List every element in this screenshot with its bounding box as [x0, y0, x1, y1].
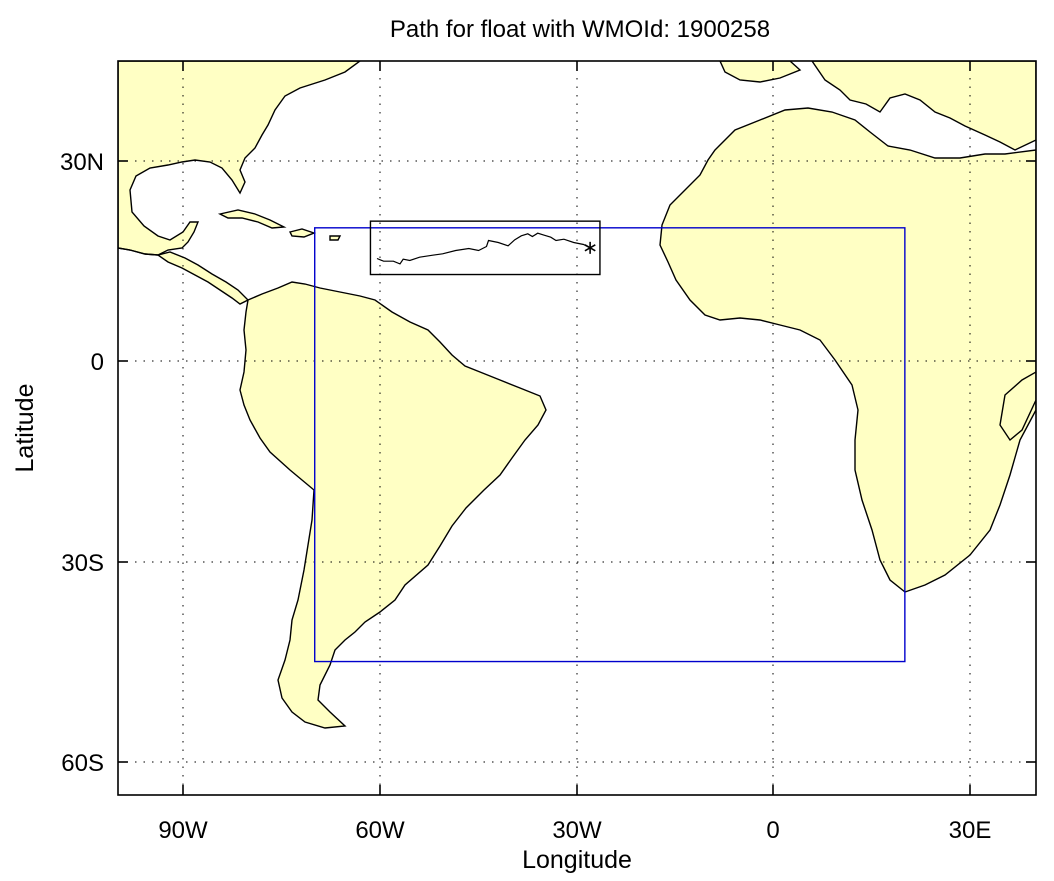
x-tick-label-30w: 30W: [552, 817, 602, 844]
float-track-line: [376, 232, 591, 265]
x-tick-label-30e: 30E: [949, 817, 992, 844]
x-tick-label-0: 0: [766, 817, 779, 844]
grid-lines: [118, 61, 1036, 795]
float-start-asterisk-icon: [584, 241, 596, 254]
x-tick-label-90w: 90W: [158, 817, 208, 844]
x-axis-label: Longitude: [522, 846, 632, 874]
europe-land: [811, 61, 1036, 151]
cuba-island: [217, 209, 287, 229]
map-title: Path for float with WMOId: 1900258: [390, 16, 770, 43]
asterisk-stroke: [584, 244, 596, 252]
central-america-land: [118, 247, 250, 305]
north-america-land: [118, 61, 362, 256]
x-tick-label-60w: 60W: [355, 817, 405, 844]
africa-land: [659, 107, 1036, 593]
track-box: [369, 220, 601, 276]
y-tick-label-0: 0: [91, 349, 104, 376]
y-tick-label-30n: 30N: [60, 149, 104, 176]
puerto-rico-island: [329, 235, 342, 241]
tick-marks: [118, 61, 1036, 795]
hispaniola-island: [288, 228, 317, 238]
y-tick-label-60s: 60S: [61, 750, 104, 777]
madagascar-island: [999, 371, 1036, 442]
greenland-land: [719, 61, 802, 83]
region-box: [314, 227, 906, 663]
land-masses: [118, 61, 1036, 729]
south-america-land: [239, 281, 547, 729]
y-axis-label: Latitude: [11, 384, 39, 473]
y-tick-label-30s: 30S: [61, 550, 104, 577]
